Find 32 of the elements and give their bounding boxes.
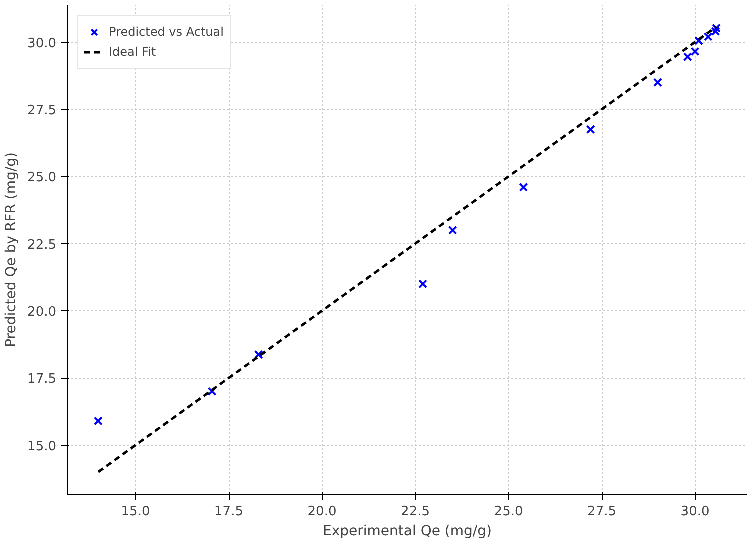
y-tick-label: 17.5 [28, 372, 57, 388]
x-tick-label: 17.5 [214, 504, 244, 520]
point [418, 280, 428, 289]
point [694, 36, 704, 46]
point [254, 350, 264, 360]
point [586, 125, 596, 134]
x-tick-label: 25.0 [494, 504, 524, 520]
point [683, 52, 692, 62]
y-tick-label: 15.0 [28, 439, 57, 454]
x-axis-title: Experimental Qe (mg/g) [323, 524, 492, 540]
point [208, 387, 217, 396]
point [690, 47, 700, 56]
x-tick-label: 20.0 [308, 504, 337, 520]
x-tick-label: 22.5 [401, 504, 430, 520]
y-tick-label: 27.5 [28, 103, 57, 118]
x-tick-label: 30.0 [680, 504, 710, 520]
y-tick-label: 25.0 [28, 170, 57, 186]
point [712, 24, 722, 33]
x-tick-label: 15.0 [121, 504, 150, 520]
y-axis-title: Predicted Qe by RFR (mg/g) [4, 152, 20, 348]
x-tick-label: 27.5 [588, 504, 617, 520]
legend-label: Predicted vs Actual [109, 25, 224, 39]
y-tick-label: 20.0 [28, 304, 57, 320]
y-tick-label: 30.0 [28, 36, 57, 52]
legend-label: Ideal Fit [109, 45, 156, 59]
point [448, 226, 458, 235]
point [94, 416, 103, 426]
point [704, 32, 713, 42]
point [711, 27, 720, 36]
point [653, 78, 663, 88]
y-tick-label: 22.5 [28, 238, 57, 253]
point [519, 182, 528, 192]
